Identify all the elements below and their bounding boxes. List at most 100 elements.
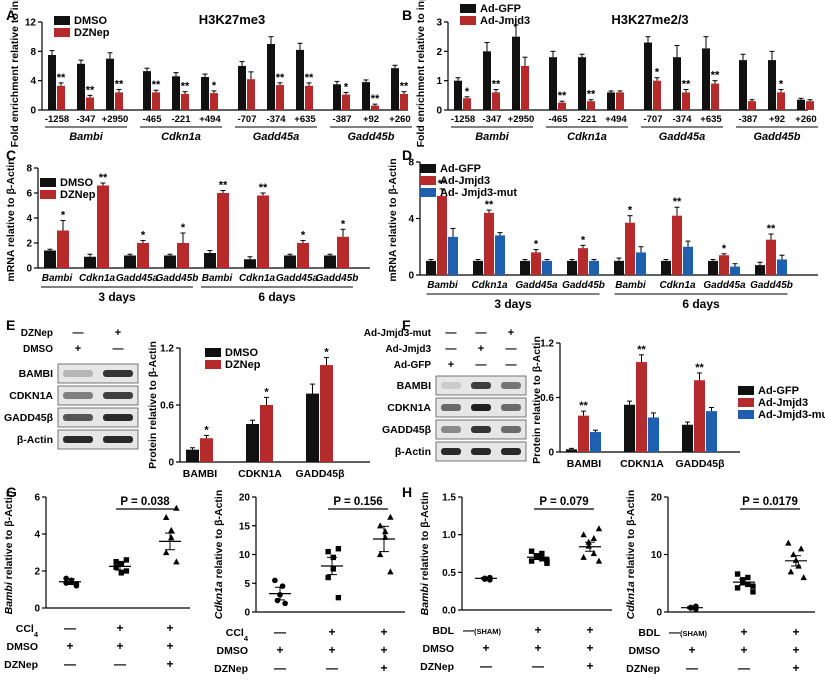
- blot-mark-F-0-0: —: [446, 327, 457, 339]
- condition-mark-H2-2-1: —: [738, 661, 750, 675]
- bar-E-1-0: [246, 424, 259, 462]
- bar-A-4-0: [172, 76, 180, 110]
- y-tick-label-B: 1: [436, 76, 442, 87]
- bar-B-8-1: [711, 83, 719, 110]
- legend-swatch-B-0: [460, 4, 476, 13]
- bar-B-11-0: [797, 99, 805, 110]
- y-tick-label-F: 0.6: [540, 393, 554, 404]
- position-label-B-0-2: +2950: [508, 114, 535, 125]
- y-tick-label-G1: 0: [34, 604, 40, 615]
- blot-mark-F-1-2: —: [506, 343, 517, 355]
- gene-label-A-2: Gadd45a: [253, 131, 299, 143]
- y-tick-label-E: 0.6: [160, 401, 174, 412]
- y-tick-label-A: 12: [25, 18, 37, 29]
- condition-label-G1-2: DZNep: [4, 659, 38, 671]
- data-point-G1-1-4: [113, 559, 119, 565]
- blot-band-F-1-0: [441, 404, 461, 411]
- bar-A-7-1: [276, 85, 284, 110]
- bar-F-2-2: [706, 411, 717, 452]
- data-point-G1-1-0: [123, 568, 130, 574]
- bar-F-0-0: [566, 449, 577, 452]
- significance-D-2-1: *: [534, 239, 539, 251]
- significance-C-2-1: *: [141, 230, 146, 242]
- bar-E-2-0: [306, 393, 319, 462]
- panel-letter-C: C: [6, 147, 16, 163]
- blot-band-E-2-0: [63, 414, 93, 421]
- y-tick-label-H1: 0.5: [442, 568, 456, 579]
- gene-label-B-0: Bambi: [475, 131, 510, 143]
- data-point-H1-2-2: [590, 550, 598, 557]
- condition-mark-H1-1-0: +: [482, 641, 489, 655]
- bar-D-3-2: [589, 260, 599, 275]
- bar-C-4-1: [217, 193, 229, 268]
- legend-swatch-E-0: [205, 348, 221, 357]
- bar-D-6-1: [719, 255, 729, 275]
- bar-C-0-0: [44, 250, 56, 268]
- bar-C-0-1: [57, 230, 69, 268]
- position-label-B-1-0: -465: [548, 114, 568, 125]
- data-point-G1-1-5: [123, 557, 130, 563]
- y-tick-label-C: 8: [26, 164, 32, 175]
- bar-E-2-1: [320, 365, 333, 462]
- legend-swatch-B-1: [460, 16, 476, 25]
- bar-B-4-1: [587, 101, 595, 110]
- position-label-A-2-1: -374: [266, 114, 286, 125]
- significance-C-3-1: *: [181, 222, 186, 234]
- blot-strip-E-2: [57, 407, 139, 428]
- condition-mark-G2-0-2: +: [380, 625, 387, 639]
- bar-C-7-0: [324, 255, 336, 268]
- blot-protein-label-F-0: BAMBI: [397, 380, 431, 392]
- blot-band-F-2-2: [501, 426, 521, 433]
- y-axis-label-G1: Bambi relative to β-Actin: [3, 491, 15, 615]
- condition-mark-H2-0-0: —(SHAM): [669, 627, 708, 639]
- data-point-G2-1-2: [330, 566, 336, 572]
- condition-mark-H2-2-2: +: [792, 661, 799, 675]
- significance-A-10-1: **: [371, 93, 380, 105]
- bar-B-0-0: [454, 80, 462, 110]
- condition-name-H2-0: BDL: [638, 627, 660, 639]
- bar-A-0-1: [57, 85, 65, 110]
- significance-B-3-1: **: [558, 90, 567, 102]
- data-point-H2-1-4: [740, 577, 746, 583]
- panel-letter-E: E: [6, 317, 15, 333]
- bar-D-0-2: [448, 236, 458, 275]
- bar-D-5-0: [661, 260, 671, 275]
- blot-protein-label-E-0: BAMBI: [19, 368, 53, 380]
- data-point-H2-2-5: [797, 545, 805, 552]
- condition-mark-G2-0-1: +: [328, 625, 335, 639]
- chart-title-B: H3K27me2/3: [611, 12, 688, 27]
- bar-C-5-1: [257, 195, 269, 268]
- blot-protein-label-F-1: CDKN1A: [387, 402, 431, 414]
- bar-A-7-0: [267, 44, 275, 110]
- data-point-G2-2-3: [382, 528, 389, 535]
- data-point-G2-1-1: [325, 574, 331, 581]
- significance-B-7-1: **: [682, 78, 691, 90]
- position-label-B-0-0: -1258: [451, 114, 475, 125]
- significance-A-8-1: **: [305, 72, 314, 84]
- bar-A-10-1: [371, 105, 379, 110]
- bar-C-5-0: [244, 259, 256, 268]
- blot-mark-E-0-1: +: [115, 327, 121, 339]
- y-tick-label-C: 6: [26, 189, 32, 200]
- legend-label-C-1: DZNep: [60, 189, 96, 201]
- bar-C-4-0: [204, 253, 216, 268]
- bar-D-4-0: [614, 260, 624, 275]
- y-tick-label-B: 3: [436, 18, 442, 29]
- bar-B-6-0: [644, 42, 652, 110]
- data-point-G2-1-5: [335, 546, 342, 552]
- bar-D-4-1: [625, 222, 635, 275]
- gene-label-A-1: Cdkn1a: [161, 131, 201, 143]
- legend-swatch-A-0: [54, 16, 70, 25]
- panel-letter-H: H: [402, 484, 412, 500]
- legend-label-D-1: Ad-Jmjd3: [440, 175, 490, 187]
- legend-swatch-A-1: [54, 28, 70, 37]
- bar-D-1-1: [484, 212, 494, 275]
- blot-protein-label-F-2: GADD45β: [382, 424, 432, 436]
- legend-swatch-F-1: [738, 398, 754, 407]
- condition-name-H2-1: DMSO: [629, 645, 661, 657]
- condition-mark-G1-2-0: —: [64, 657, 76, 671]
- bar-F-0-1: [578, 415, 589, 452]
- bar-B-2-0: [512, 36, 520, 110]
- data-point-H1-1-1: [528, 558, 535, 564]
- category-label-E-0: BAMBI: [183, 468, 217, 480]
